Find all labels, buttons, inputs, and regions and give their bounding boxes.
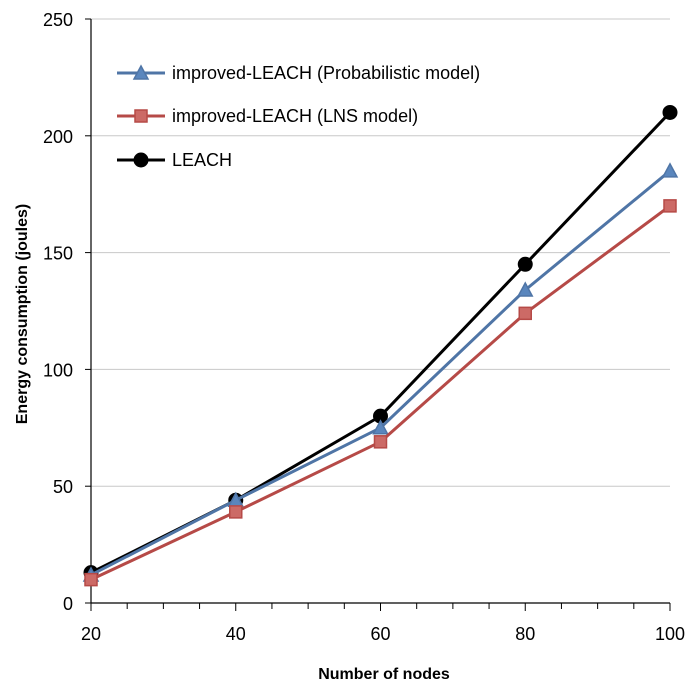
y-tick-label: 50	[53, 477, 73, 497]
axes	[85, 18, 671, 611]
gridlines	[91, 18, 670, 487]
series-line-triangle	[90, 169, 671, 577]
data-point-triangle	[661, 162, 679, 178]
y-tick-label: 100	[43, 360, 73, 380]
data-point-triangle	[516, 281, 534, 297]
x-tick-label: 20	[81, 624, 101, 644]
series-line-circle	[90, 111, 672, 574]
legend-marker	[133, 152, 149, 168]
legend-label: LEACH	[172, 150, 232, 170]
legend-label: improved-LEACH (Probabilistic model)	[172, 63, 480, 83]
legend-marker	[132, 64, 150, 80]
data-point-circle	[517, 256, 533, 272]
y-axis-title: Energy consumption (joules)	[14, 204, 31, 424]
data-point-triangle	[372, 419, 389, 435]
legend: improved-LEACH (Probabilistic model) impr…	[117, 63, 480, 170]
series-layer	[82, 104, 679, 587]
y-tick-label: 150	[43, 244, 73, 264]
legend-label: improved-LEACH (LNS model)	[172, 106, 418, 126]
legend-marker	[134, 109, 148, 123]
data-point-square	[518, 306, 532, 321]
data-point-circle	[662, 104, 678, 120]
data-point-square	[84, 572, 98, 587]
x-tick-labels: 20 40 60 80 100	[81, 624, 685, 644]
data-point-square	[373, 435, 388, 449]
x-tick-label: 40	[226, 624, 246, 644]
y-tick-label: 0	[63, 594, 73, 614]
x-axis-title: Number of nodes	[318, 666, 450, 683]
x-tick-label: 80	[515, 624, 535, 644]
data-point-square	[663, 199, 677, 213]
data-point-square	[229, 505, 243, 519]
series-line-square	[90, 204, 671, 581]
y-tick-label: 200	[43, 127, 73, 147]
y-tick-labels: 0 50 100 150 200 250	[43, 10, 73, 614]
x-tick-label: 100	[655, 624, 685, 644]
x-tick-label: 60	[370, 624, 390, 644]
y-tick-label: 250	[43, 10, 73, 30]
